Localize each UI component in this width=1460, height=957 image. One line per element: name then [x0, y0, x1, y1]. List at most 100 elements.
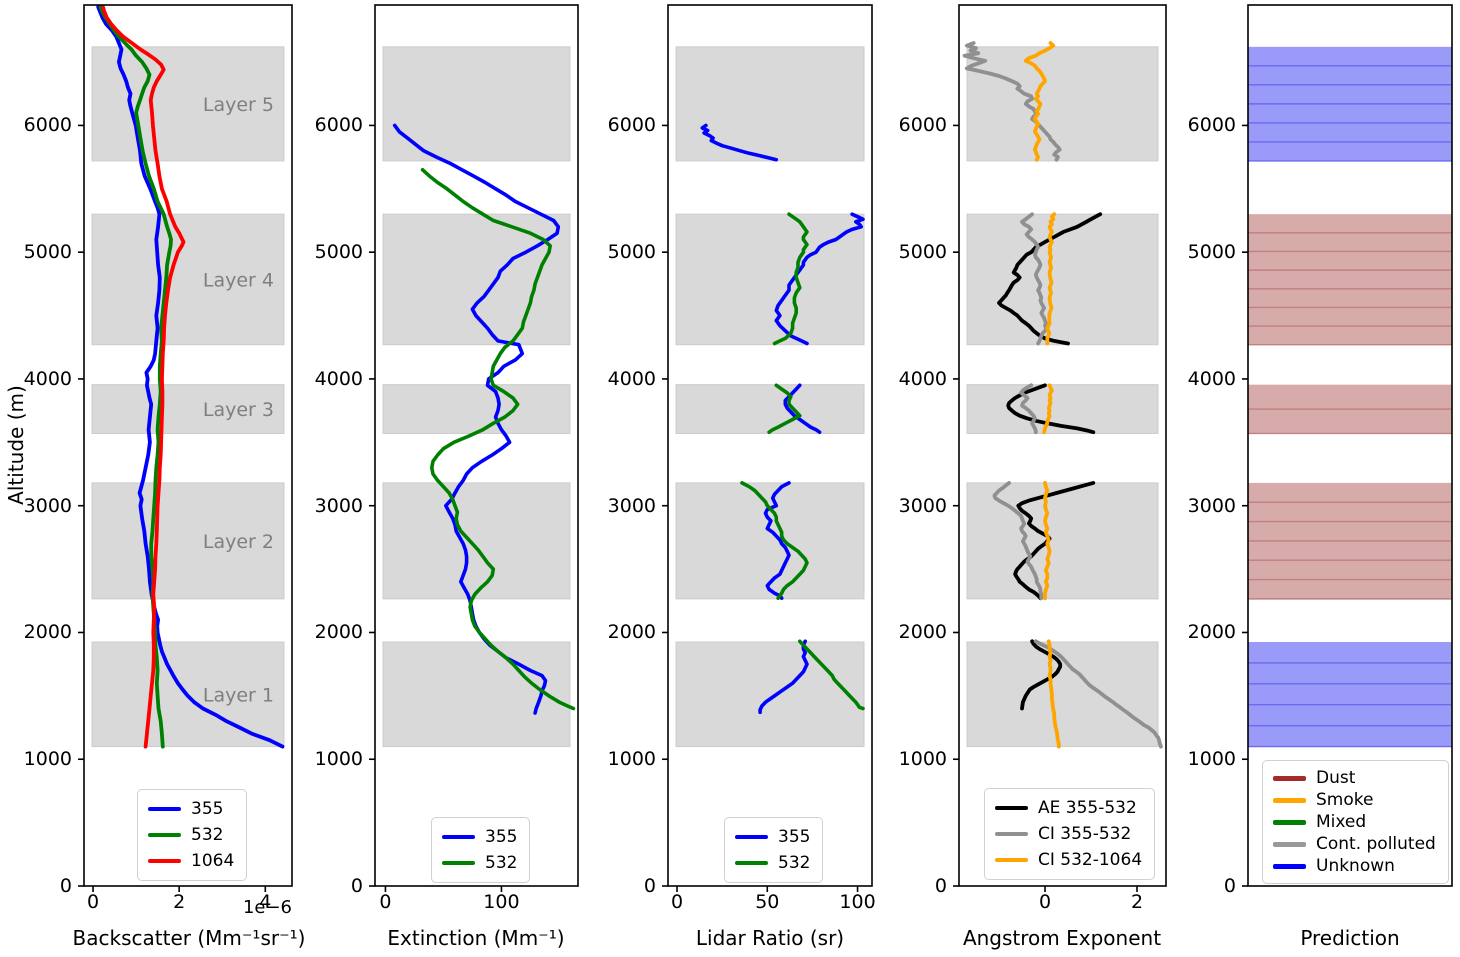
series-line-532	[740, 481, 809, 601]
legend-entry: CI 355-532	[995, 821, 1142, 847]
532-legend-swatch	[148, 833, 181, 837]
ae-355-532-legend-swatch	[995, 806, 1028, 810]
legend-entry-label: 355	[191, 799, 224, 819]
y-tick-label: 1000	[23, 748, 72, 771]
legend-entry: Dust	[1273, 767, 1436, 789]
axes-spine	[83, 4, 293, 887]
legend-entry: Mixed	[1273, 811, 1436, 833]
y-tick-label: 0	[643, 875, 656, 897]
series-line-ae-355-532	[1020, 639, 1063, 711]
layer-band-5	[966, 46, 1159, 162]
x-tick-label: 0	[379, 891, 392, 913]
y-tick-label: 2000	[607, 621, 656, 644]
y-tick-label: 0	[1223, 875, 1236, 897]
legend-backscatter: 355 532 1064	[137, 789, 248, 881]
y-tick-label: 5000	[314, 241, 363, 264]
cont.-polluted-legend-swatch	[1273, 841, 1306, 847]
series-line-ci-532-1064	[1045, 212, 1057, 346]
y-tick-label: 3000	[314, 494, 363, 517]
layer-band-3	[382, 384, 571, 434]
series-line-355	[783, 383, 822, 435]
legend-entry-label: Unknown	[1316, 856, 1395, 876]
x-axis-label-backscatter: Backscatter (Mm⁻¹sr⁻¹)	[72, 926, 306, 950]
layer-band-4	[966, 213, 1159, 346]
layer-band-5	[675, 46, 865, 162]
legend-entry: 355	[442, 824, 517, 850]
dust-legend-swatch	[1273, 775, 1306, 781]
layer-band-4	[675, 213, 865, 346]
legend-entry-label: Dust	[1316, 768, 1356, 788]
legend-entry: 355	[735, 824, 810, 850]
series-line-ci-355-532	[1019, 383, 1038, 435]
axes-spine	[958, 4, 1167, 887]
series-line-ci-355-532	[962, 41, 1062, 162]
y-tick-label: 2000	[23, 621, 72, 644]
smoke-legend-swatch	[1273, 797, 1306, 803]
series-line-355	[700, 123, 779, 162]
legend-entry: Smoke	[1273, 789, 1436, 811]
series-line-355	[96, 5, 285, 749]
x-tick-label: 2	[1130, 891, 1144, 913]
layer-band-1	[675, 641, 865, 748]
layer-band-5	[91, 46, 285, 162]
x-tick-label: 100	[483, 891, 520, 913]
series-line-355	[774, 212, 865, 346]
axes-spine	[667, 4, 873, 887]
layer-label: Layer 2	[203, 531, 274, 553]
y-tick-label: 4000	[898, 367, 947, 390]
axes-spine	[374, 4, 579, 887]
legend-entry-label: 532	[485, 853, 518, 873]
prediction-band-dust	[1248, 214, 1452, 345]
legend-entry-label: 1064	[191, 851, 235, 871]
x-tick-label: 0	[670, 891, 684, 913]
x-tick-label: 0	[1038, 891, 1052, 913]
legend-entry: AE 355-532	[995, 795, 1142, 821]
layer-band-2	[675, 482, 865, 600]
1064-legend-swatch	[148, 859, 181, 863]
panel-extinction	[369, 4, 579, 892]
ci-532-1064-legend-swatch	[995, 858, 1028, 862]
y-tick-label: 4000	[23, 367, 72, 390]
panel-angstrom	[953, 4, 1167, 892]
x-tick-label: 0	[86, 891, 100, 913]
legend-entry-label: CI 532-1064	[1038, 850, 1143, 870]
y-tick-label: 3000	[898, 494, 947, 517]
y-tick-label: 1000	[898, 748, 947, 771]
x-tick-label: 100	[839, 891, 876, 913]
legend-entry-label: 532	[191, 825, 224, 845]
layer-band-2	[91, 482, 285, 600]
series-line-ci-355-532	[1020, 212, 1049, 346]
prediction-band-unknown	[1248, 641, 1452, 747]
y-tick-label: 4000	[314, 367, 363, 390]
y-tick-label: 0	[350, 875, 363, 897]
legend-entry-label: Mixed	[1316, 812, 1367, 832]
series-line-ci-532-1064	[1023, 41, 1056, 162]
x-axis-label-extinction: Extinction (Mm⁻¹)	[387, 926, 565, 950]
series-line-ci-355-532	[992, 480, 1044, 601]
series-line-532	[767, 383, 802, 435]
legend-entry-label: CI 355-532	[1038, 824, 1132, 844]
y-tick-label: 5000	[23, 241, 72, 264]
layer-label: Layer 3	[203, 399, 274, 421]
legend-entry-label: Cont. polluted	[1316, 834, 1436, 854]
y-tick-label: 1000	[314, 748, 363, 771]
355-legend-swatch	[148, 807, 181, 811]
x-axis-offset-text: 1e−6	[242, 897, 292, 918]
x-axis-label-angstrom: Angstrom Exponent	[962, 926, 1162, 950]
y-tick-label: 3000	[1187, 494, 1236, 517]
y-tick-label: 6000	[23, 114, 72, 137]
series-line-ci-532-1064	[1043, 480, 1052, 601]
y-tick-label: 4000	[607, 367, 656, 390]
panel-backscatter: Layer 1 Layer 2 Layer 3 Layer 4 Layer 5	[78, 4, 293, 892]
y-tick-label: 5000	[1187, 241, 1236, 264]
axes-spine	[1247, 4, 1453, 887]
layer-band-4	[382, 213, 571, 346]
layer-label: Layer 4	[203, 269, 274, 291]
legend-prediction: Dust Smoke Mixed Cont. polluted Unknown	[1262, 760, 1449, 884]
y-tick-label: 4000	[1187, 367, 1236, 390]
y-tick-label: 0	[59, 875, 72, 897]
x-tick-label: 50	[755, 891, 780, 913]
y-tick-label: 6000	[1187, 114, 1236, 137]
